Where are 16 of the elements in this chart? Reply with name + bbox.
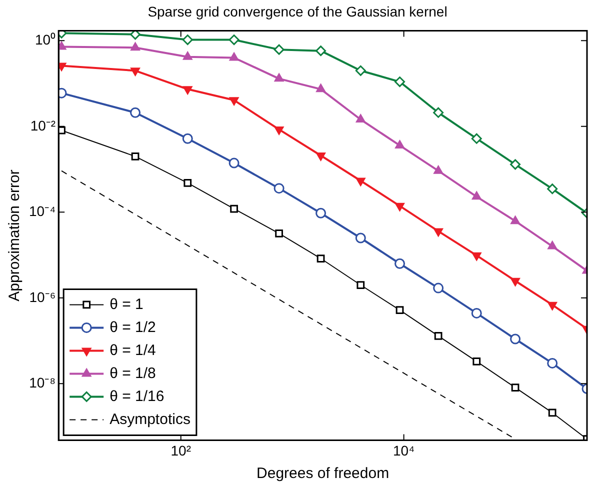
x-tick-label: 10⁴ bbox=[393, 442, 415, 458]
y-axis-title: Approximation error bbox=[6, 170, 24, 302]
chart-title: Sparse grid convergence of the Gaussian kernel bbox=[148, 3, 448, 20]
x-axis-title: Degrees of freedom bbox=[256, 465, 390, 482]
legend-label: θ = 1/16 bbox=[110, 388, 164, 405]
y-tick-label: 10⁻⁶ bbox=[29, 288, 56, 305]
legend-label: Asymptotics bbox=[110, 410, 190, 428]
y-tick-label: 10⁻² bbox=[30, 117, 56, 134]
legend-label: θ = 1/4 bbox=[110, 342, 156, 359]
legend-label: θ = 1 bbox=[110, 296, 144, 313]
y-tick-label: 10⁻⁸ bbox=[29, 374, 56, 391]
y-tick-label: 10⁻⁴ bbox=[28, 203, 56, 220]
y-tick-label: 10⁰ bbox=[35, 32, 56, 48]
legend-label: θ = 1/2 bbox=[110, 318, 156, 336]
legend-label: θ = 1/8 bbox=[110, 364, 156, 382]
x-tick-label: 10² bbox=[170, 442, 192, 458]
